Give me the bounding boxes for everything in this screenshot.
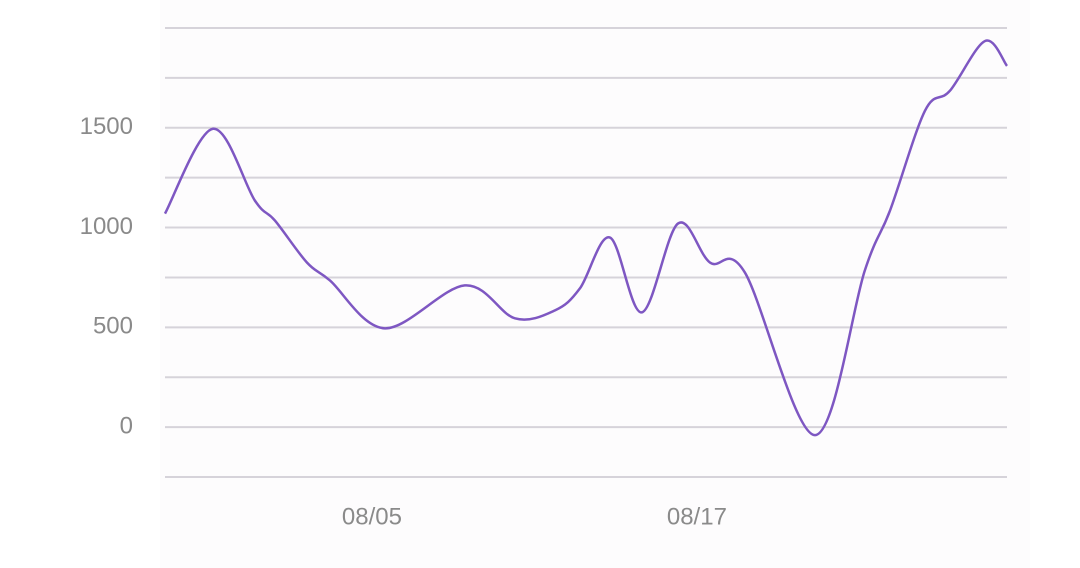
line bbox=[163, 39, 1009, 437]
y-tick-label: 500 bbox=[93, 313, 133, 340]
y-tick-label: 1000 bbox=[80, 213, 133, 240]
y-tick-label: 1500 bbox=[80, 113, 133, 140]
x-tick-label: 08/05 bbox=[342, 503, 402, 530]
x-tick-label: 08/17 bbox=[667, 503, 727, 530]
y-tick-label: 0 bbox=[120, 412, 133, 439]
plot-panel bbox=[160, 0, 1030, 568]
